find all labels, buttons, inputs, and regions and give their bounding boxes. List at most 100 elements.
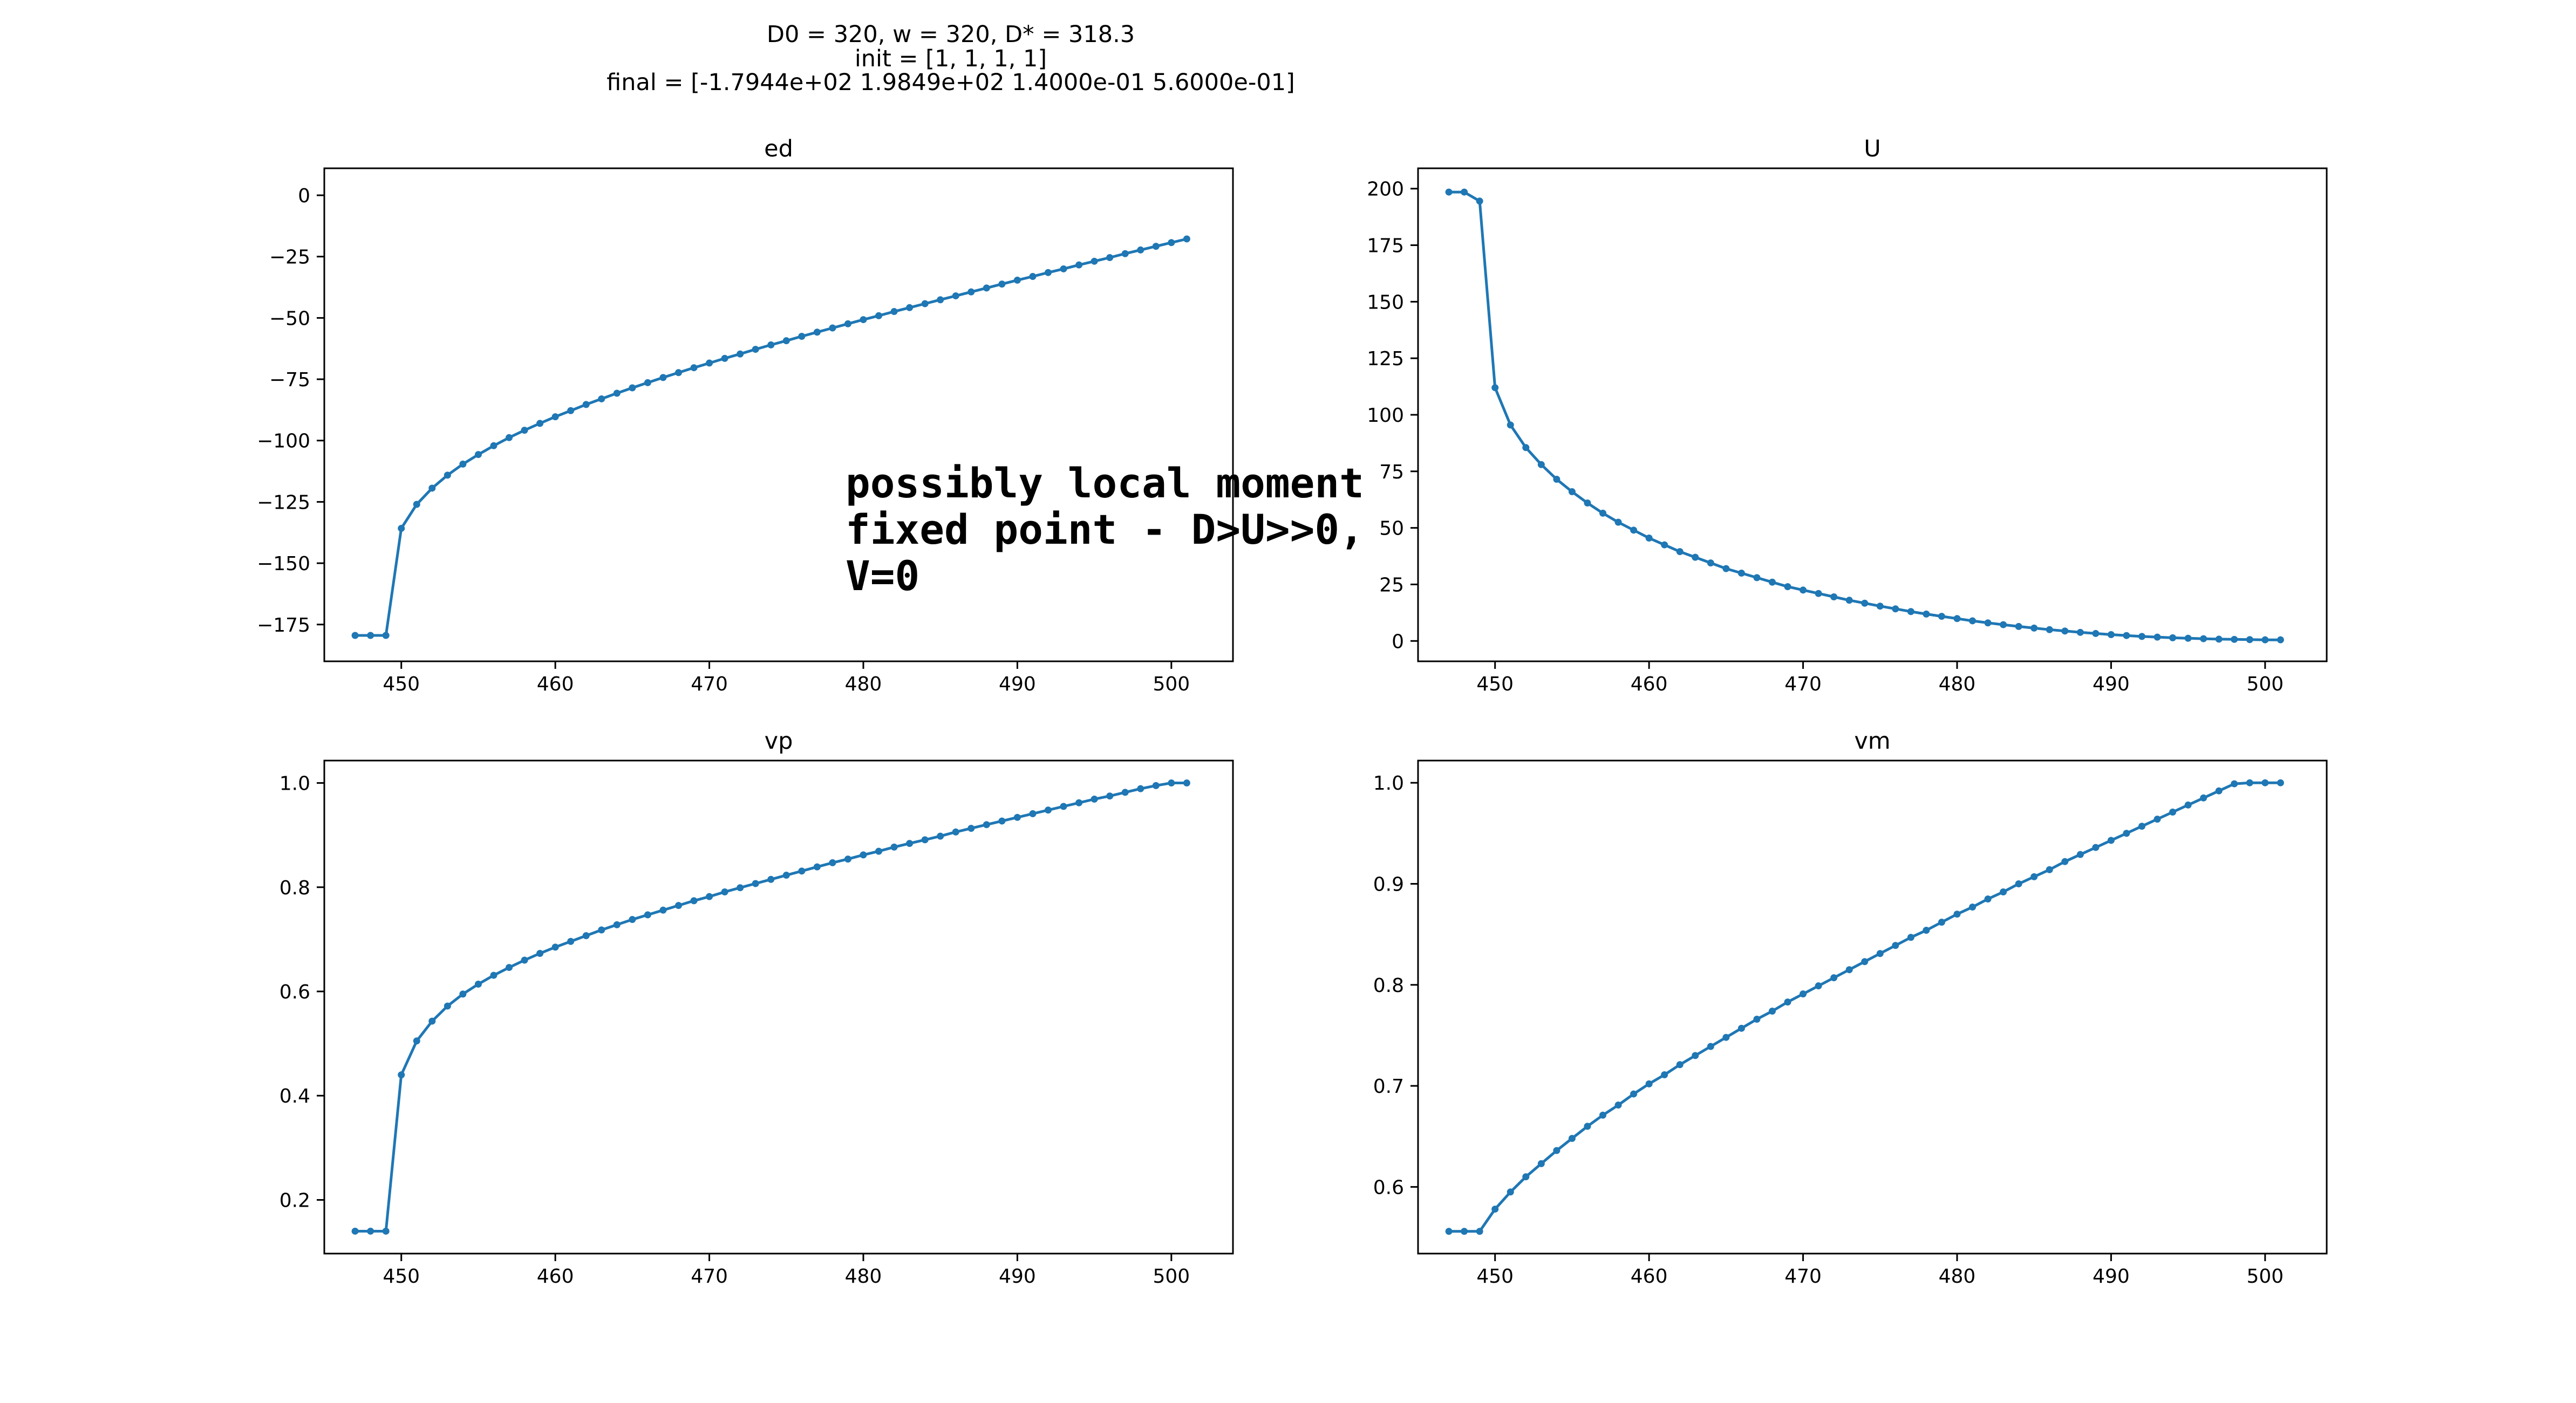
- data-point: [860, 316, 867, 324]
- y-tick-label: 0.6: [1373, 1176, 1404, 1199]
- data-point: [890, 843, 898, 851]
- data-point: [567, 937, 575, 945]
- data-point: [2154, 633, 2161, 641]
- data-point: [521, 956, 528, 964]
- data-point: [551, 413, 559, 421]
- data-point: [1553, 1147, 1560, 1154]
- annotation-line-3: V=0: [846, 552, 919, 600]
- data-point: [1121, 789, 1129, 796]
- data-point: [536, 949, 544, 957]
- data-point: [1722, 565, 1730, 572]
- data-point: [1892, 942, 1899, 949]
- data-point: [1584, 1123, 1591, 1130]
- data-point: [1707, 1043, 1714, 1050]
- data-point: [598, 926, 605, 934]
- data-point: [2277, 636, 2284, 644]
- subplot-U: U 450 460 470 480 490 500 0 25 50 75 100 125 150 175 20…: [1367, 135, 2328, 695]
- data-point: [1923, 927, 1930, 934]
- data-point: [2061, 858, 2069, 865]
- x-tick-label: 480: [845, 1265, 882, 1288]
- data-point: [706, 359, 713, 367]
- y-tick-label: 175: [1367, 235, 1404, 257]
- data-point: [1969, 617, 1977, 625]
- x-tick-label: 450: [1476, 1265, 1514, 1288]
- data-point: [1152, 243, 1160, 250]
- y-tick-label: 0.9: [1373, 874, 1404, 896]
- data-point: [351, 1227, 359, 1235]
- data-point: [2215, 635, 2223, 643]
- data-point: [2061, 627, 2069, 635]
- data-point: [1044, 269, 1052, 276]
- data-point: [506, 964, 513, 971]
- y-tick-label: −125: [257, 491, 310, 514]
- data-point: [474, 980, 482, 988]
- data-point: [1753, 1015, 1761, 1023]
- data-point: [2200, 635, 2207, 642]
- data-point: [506, 434, 513, 441]
- data-point: [1661, 1071, 1668, 1078]
- data-point: [752, 346, 759, 353]
- data-point: [952, 828, 959, 836]
- data-point: [1091, 257, 1098, 265]
- x-tick-label: 480: [1939, 1265, 1976, 1288]
- data-point: [1861, 958, 1869, 966]
- data-point: [1953, 911, 1961, 918]
- x-tick-label: 490: [2093, 673, 2130, 695]
- x-tick-label: 490: [999, 1265, 1036, 1288]
- data-point: [844, 856, 851, 863]
- data-point: [967, 825, 975, 832]
- x-tick-label: 470: [1784, 673, 1822, 695]
- data-point: [2200, 794, 2207, 802]
- data-point: [1815, 982, 1822, 990]
- data-point: [1445, 188, 1453, 196]
- data-point: [582, 401, 590, 408]
- data-point: [875, 312, 883, 319]
- y-tick-label: 0.6: [280, 981, 310, 1003]
- data-point: [1075, 799, 1083, 806]
- data-point: [2046, 866, 2053, 873]
- data-point: [1692, 1052, 1699, 1059]
- subplot-title-vp: vp: [765, 728, 793, 755]
- data-point: [1861, 599, 1869, 607]
- data-point: [1476, 197, 1483, 205]
- x-tick-label: 500: [2246, 1265, 2284, 1288]
- data-point: [2015, 880, 2022, 887]
- data-point: [2030, 873, 2038, 880]
- y-tick-label: −50: [269, 307, 310, 330]
- x-tick-label: 470: [691, 1265, 728, 1288]
- data-point: [1476, 1228, 1483, 1235]
- data-point: [1091, 795, 1098, 803]
- data-point: [1938, 919, 1945, 926]
- data-point: [813, 863, 821, 871]
- data-point: [1800, 990, 1807, 998]
- data-point: [398, 1071, 405, 1079]
- data-point: [2138, 633, 2145, 640]
- data-point: [1075, 261, 1083, 269]
- data-point: [1584, 499, 1591, 507]
- data-point: [2231, 635, 2238, 643]
- data-point: [737, 884, 744, 892]
- data-point: [382, 1227, 390, 1235]
- data-point: [1507, 1188, 1514, 1196]
- data-point: [829, 859, 836, 866]
- x-tick-label: 460: [537, 1265, 574, 1288]
- plot-frame: [1417, 759, 2328, 1255]
- data-point: [1707, 559, 1714, 567]
- y-tick-label: 125: [1367, 348, 1404, 370]
- data-point: [2046, 626, 2053, 633]
- data-point: [937, 832, 944, 840]
- data-point: [2261, 779, 2269, 786]
- plot-frame: [1417, 167, 2328, 662]
- subplot-title-vm: vm: [1854, 728, 1890, 755]
- data-point: [2231, 780, 2238, 788]
- data-point: [937, 296, 944, 304]
- data-point: [1152, 782, 1160, 789]
- subplot-ed: ed 450 460 470 480 490 500 0 −25 −50 −75 −100 −125 −1…: [257, 135, 1234, 695]
- data-point: [1553, 475, 1560, 483]
- data-point: [2107, 837, 2115, 844]
- y-tick-label: −175: [257, 614, 310, 637]
- data-point: [674, 369, 682, 377]
- data-point: [798, 332, 806, 340]
- annotation-line-2: fixed point - D>U>>0,: [846, 505, 1364, 553]
